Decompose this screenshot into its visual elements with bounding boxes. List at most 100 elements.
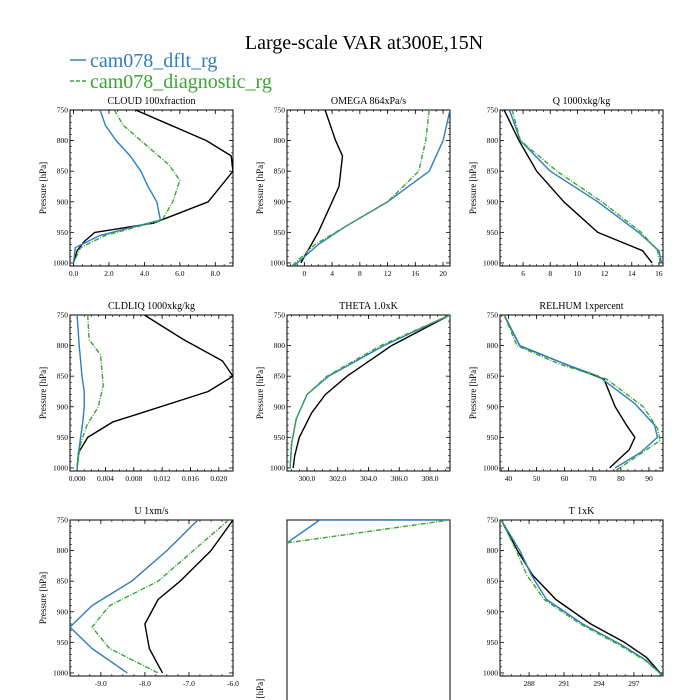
y-tick-label: 1000 [53, 258, 68, 267]
panel-frame [286, 109, 451, 267]
x-tick-label: 6.0 [175, 269, 185, 278]
legend-label-diagnostic: cam078_diagnostic_rg [90, 71, 272, 93]
legend-label-dflt: cam078_dflt_rg [90, 50, 217, 72]
panel-title: T 1xK [569, 506, 595, 517]
panel-7: U 1xm/s Pressure [hPa] 750 800 850 900 950 1000… [38, 506, 239, 688]
y-axis-label: Pressure [hPa] [38, 367, 48, 419]
panel-2: OMEGA 864xPa/s Pressure [hPa] 750 800 850 900… [255, 96, 451, 278]
panel-frame [69, 109, 234, 267]
y-axis-label: Pressure [hPa] [255, 367, 265, 419]
x-tick-label: 4.0 [140, 269, 150, 278]
x-tick-label: 8 [358, 269, 362, 278]
series-line-black [503, 315, 636, 469]
y-tick-label: 950 [274, 433, 286, 442]
y-tick-label: 750 [487, 311, 499, 320]
y-tick-label: 900 [487, 197, 499, 206]
figure-title: Large-scale VAR at300E,15N [245, 32, 483, 54]
x-tick-label: 6 [521, 269, 525, 278]
x-tick-label: 16 [412, 269, 420, 278]
x-tick-label: 294 [593, 679, 605, 688]
x-tick-label: 2.0 [104, 269, 114, 278]
y-tick-label: 1000 [53, 668, 68, 677]
y-tick-label: 750 [57, 311, 69, 320]
y-tick-label: 900 [487, 607, 499, 616]
x-tick-label: 8.0 [211, 269, 221, 278]
x-tick-label: 0.0 [69, 269, 79, 278]
x-tick-label: 304.0 [360, 474, 377, 483]
series-line-green [91, 520, 230, 674]
panel-1: CLOUD 100xfraction Pressure [hPa] 750 800 85… [38, 96, 234, 278]
x-tick-label: 291 [558, 679, 570, 688]
panel-frame [499, 314, 664, 472]
x-tick-label: -6.0 [227, 679, 239, 688]
y-tick-label: 850 [57, 577, 69, 586]
y-tick-label: 800 [274, 136, 286, 145]
series-line-green [511, 110, 661, 264]
panel-3: Q 1000xkg/kg Pressure [hPa] 750 800 850 900 95… [468, 96, 664, 278]
x-tick-label: -9.0 [95, 679, 107, 688]
y-tick-label: 750 [57, 516, 69, 525]
y-tick-label: 850 [487, 577, 499, 586]
y-tick-label: 900 [57, 607, 69, 616]
series-line-black [503, 110, 653, 264]
panel-frame [499, 109, 664, 267]
x-tick-label: 308.0 [422, 474, 439, 483]
y-tick-label: 800 [274, 341, 286, 350]
x-tick-label: -7.0 [183, 679, 195, 688]
series-line-blue [503, 315, 659, 469]
y-tick-label: 750 [274, 106, 286, 115]
x-tick-label: 302.0 [329, 474, 346, 483]
y-tick-label: 950 [487, 228, 499, 237]
series-line-blue [70, 520, 199, 674]
panel-frame [286, 519, 451, 700]
series-line-black [300, 110, 344, 264]
y-tick-label: 1000 [483, 258, 498, 267]
series-line-blue [508, 110, 663, 264]
y-tick-label: 1000 [483, 463, 498, 472]
panel-title: THETA 1.0xK [339, 301, 398, 312]
x-tick-label: 80 [617, 474, 625, 483]
series-line-black [144, 520, 233, 674]
y-tick-label: 900 [487, 402, 499, 411]
y-tick-label: 900 [57, 197, 69, 206]
y-tick-label: 950 [274, 228, 286, 237]
y-tick-label: 800 [57, 341, 69, 350]
x-tick-label: 90 [645, 474, 653, 483]
panel-title: RELHUM 1xpercent [539, 301, 623, 312]
x-tick-label: 50 [533, 474, 541, 483]
y-tick-label: 750 [274, 311, 286, 320]
y-tick-label: 850 [274, 372, 286, 381]
y-axis-label: Pressure [hPa] [38, 162, 48, 214]
x-tick-label: 14 [628, 269, 636, 278]
y-axis-label: Pressure [hPa] [468, 367, 478, 419]
y-axis-label: Pressure [hPa] [255, 162, 265, 214]
y-tick-label: 800 [487, 136, 499, 145]
x-tick-label: 16 [655, 269, 663, 278]
panel-title: CLOUD 100xfraction [107, 96, 195, 107]
series-line-blue [76, 315, 85, 468]
series-line-green [291, 110, 430, 266]
y-tick-label: 950 [57, 638, 69, 647]
y-tick-label: 1000 [53, 463, 68, 472]
series-line-blue [72, 110, 162, 263]
panel-frame [69, 314, 234, 472]
series-line-blue [500, 520, 663, 676]
x-tick-label: 12 [384, 269, 392, 278]
y-tick-label: 950 [487, 638, 499, 647]
x-tick-label: 10 [574, 269, 582, 278]
y-tick-label: 850 [57, 167, 69, 176]
series-line-blue [287, 520, 450, 544]
x-tick-label: 297 [628, 679, 640, 688]
y-tick-label: 750 [487, 106, 499, 115]
x-tick-label: 288 [523, 679, 535, 688]
panel-title: U 1xm/s [134, 506, 168, 517]
panel-9: T 1xK 750 800 850 900 950 1000 288 291 294 297 [483, 506, 664, 688]
y-tick-label: 800 [487, 341, 499, 350]
series-line-green [503, 315, 661, 471]
panel-title: CLDLIQ 1000xkg/kg [108, 301, 195, 312]
y-tick-label: 900 [57, 402, 69, 411]
x-tick-label: 60 [561, 474, 569, 483]
y-tick-label: 800 [57, 136, 69, 145]
